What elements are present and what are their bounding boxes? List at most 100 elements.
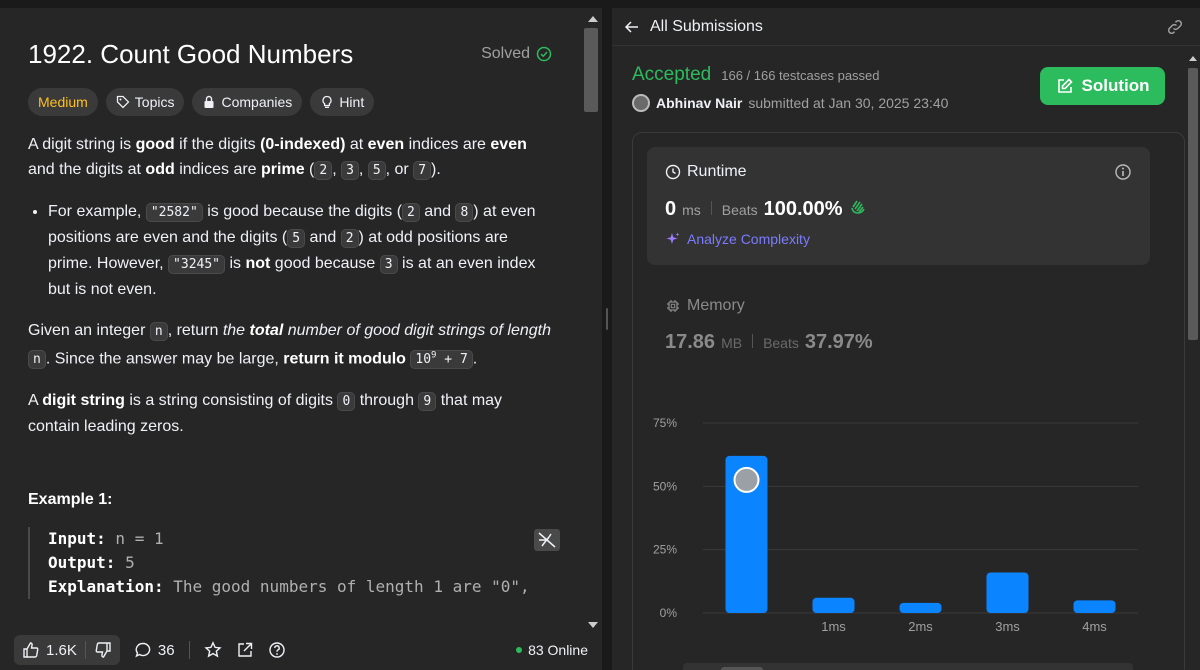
scroll-up-arrow[interactable]	[588, 16, 598, 22]
visualize-icon[interactable]	[534, 529, 560, 552]
scroll-down-arrow[interactable]	[588, 622, 598, 628]
comments-button[interactable]: 36	[134, 641, 175, 659]
accepted-label: Accepted	[632, 64, 712, 85]
online-count: 83 Online	[528, 642, 588, 658]
runtime-beats-label: Beats	[721, 202, 758, 218]
arrow-left-icon[interactable]	[624, 19, 640, 35]
question-circle-icon	[268, 642, 285, 658]
chart-bar[interactable]	[986, 572, 1029, 613]
solved-status: Solved	[481, 45, 552, 63]
avatar[interactable]	[632, 94, 650, 112]
y-tick-label: 75%	[653, 416, 677, 430]
edit-icon	[1057, 78, 1073, 93]
hint-tag[interactable]: Hint	[310, 88, 375, 116]
chart-bar[interactable]	[812, 597, 855, 613]
all-submissions-link[interactable]: All Submissions	[650, 17, 763, 35]
runtime-unit: ms	[682, 202, 701, 218]
paragraph-3: A digit string is a string consisting of…	[28, 392, 503, 436]
clock-icon	[665, 164, 681, 180]
example-block: Input: n = 1 Output: 5 Explanation: The …	[28, 527, 560, 600]
like-button[interactable]: 1.6K	[14, 635, 85, 665]
runtime-card[interactable]: Runtime 0 ms Beats 100.00% Analyze Compl…	[647, 147, 1150, 265]
hint-label: Hint	[339, 94, 365, 110]
problem-description: 1922. Count Good Numbers Solved Medium T…	[0, 8, 580, 630]
favorite-button[interactable]	[203, 641, 222, 659]
problem-action-bar: 1.6K 36 83 Onli	[0, 630, 602, 670]
submission-author: Abhinav Nair submitted at Jan 30, 2025 2…	[632, 94, 948, 112]
chart-bar[interactable]	[899, 602, 942, 613]
tag-icon	[116, 95, 130, 109]
performance-panel: Runtime 0 ms Beats 100.00% Analyze Compl…	[632, 132, 1185, 670]
submission-pane: All Submissions Accepted 166 / 166 testc…	[612, 0, 1200, 670]
topics-tag[interactable]: Topics	[105, 88, 185, 116]
action-separator	[188, 641, 190, 659]
help-button[interactable]	[268, 641, 286, 659]
online-dot	[516, 647, 523, 653]
external-link-icon	[237, 642, 252, 657]
thumbs-down-icon	[95, 642, 111, 658]
info-icon[interactable]	[1114, 163, 1132, 181]
comments-count: 36	[157, 641, 175, 659]
runtime-label: Runtime	[687, 163, 747, 180]
runtime-metric: 0 ms Beats 100.00%	[665, 197, 1132, 221]
clap-icon	[850, 200, 865, 214]
y-tick-label: 0%	[660, 606, 678, 620]
memory-value: 17.86	[665, 331, 716, 353]
paragraph-2: Given an integer n, return the total num…	[28, 322, 552, 370]
x-tick-label: 2ms	[908, 619, 933, 634]
chart-bar[interactable]	[725, 455, 768, 613]
author-name[interactable]: Abhinav Nair	[656, 95, 743, 111]
paragraph-1: A digit string is good if the digits (0-…	[28, 136, 527, 180]
solution-label: Solution	[1081, 76, 1150, 95]
chip-icon	[667, 300, 679, 312]
chart-scroll-thumb[interactable]	[721, 667, 763, 670]
dislike-button[interactable]	[86, 635, 120, 665]
difficulty-label: Medium	[38, 94, 88, 110]
metric-separator	[752, 334, 754, 348]
list-item: For example, "2582" is good because the …	[48, 199, 552, 302]
submission-status: Accepted 166 / 166 testcases passed	[632, 64, 880, 86]
memory-label: Memory	[687, 297, 745, 314]
vote-separator	[84, 641, 86, 659]
difficulty-tag[interactable]: Medium	[28, 88, 98, 116]
scroll-thumb[interactable]	[1188, 68, 1198, 340]
analyze-label: Analyze Complexity	[687, 231, 810, 247]
vote-group: 1.6K	[14, 635, 120, 665]
analyze-complexity-button[interactable]: Analyze Complexity	[665, 231, 1132, 247]
companies-label: Companies	[221, 94, 293, 110]
problem-scrollbar[interactable]	[580, 8, 602, 630]
runtime-value: 0	[665, 198, 677, 220]
problem-pane: 1922. Count Good Numbers Solved Medium T…	[0, 0, 602, 670]
link-icon[interactable]	[1166, 18, 1184, 36]
example-title: Example 1:	[28, 491, 113, 509]
likes-count: 1.6K	[46, 641, 77, 659]
testcases-passed: 166 / 166 testcases passed	[721, 68, 880, 83]
example-list: For example, "2582" is good because the …	[28, 199, 552, 302]
pane-resizer[interactable]	[602, 0, 612, 670]
chart-scrollbar[interactable]	[683, 663, 1133, 670]
sparkle-icon	[666, 232, 680, 244]
memory-beats-label: Beats	[763, 335, 799, 351]
memory-card[interactable]: Memory 17.86 MB Beats 37.97%	[665, 297, 873, 354]
user-avatar-marker[interactable]	[733, 466, 760, 493]
star-icon	[203, 641, 222, 658]
runtime-distribution-chart: 0% 25% 50% 75% 1ms 2ms 3ms 4ms	[653, 416, 1138, 634]
submitted-time: submitted at Jan 30, 2025 23:40	[748, 95, 949, 111]
scroll-up-arrow[interactable]	[1189, 56, 1197, 61]
memory-unit: MB	[721, 335, 743, 351]
submission-scrollbar[interactable]	[1186, 46, 1200, 670]
comment-icon	[135, 642, 151, 658]
problem-tags: Medium Topics Companies Hint	[28, 88, 552, 116]
solution-button[interactable]: Solution	[1040, 67, 1165, 105]
resize-handle[interactable]	[606, 308, 608, 330]
lock-icon	[204, 95, 214, 108]
problem-title[interactable]: 1922. Count Good Numbers	[28, 38, 354, 69]
memory-beats-value: 37.97%	[804, 331, 873, 353]
submission-header: All Submissions	[612, 8, 1200, 46]
share-button[interactable]	[236, 641, 254, 659]
chart-bar[interactable]	[1073, 600, 1116, 613]
scroll-thumb[interactable]	[584, 28, 598, 112]
runtime-beats-value: 100.00%	[763, 198, 843, 220]
companies-tag[interactable]: Companies	[192, 88, 303, 116]
